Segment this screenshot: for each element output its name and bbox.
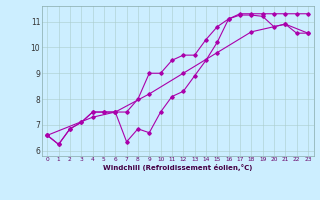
X-axis label: Windchill (Refroidissement éolien,°C): Windchill (Refroidissement éolien,°C) xyxy=(103,164,252,171)
